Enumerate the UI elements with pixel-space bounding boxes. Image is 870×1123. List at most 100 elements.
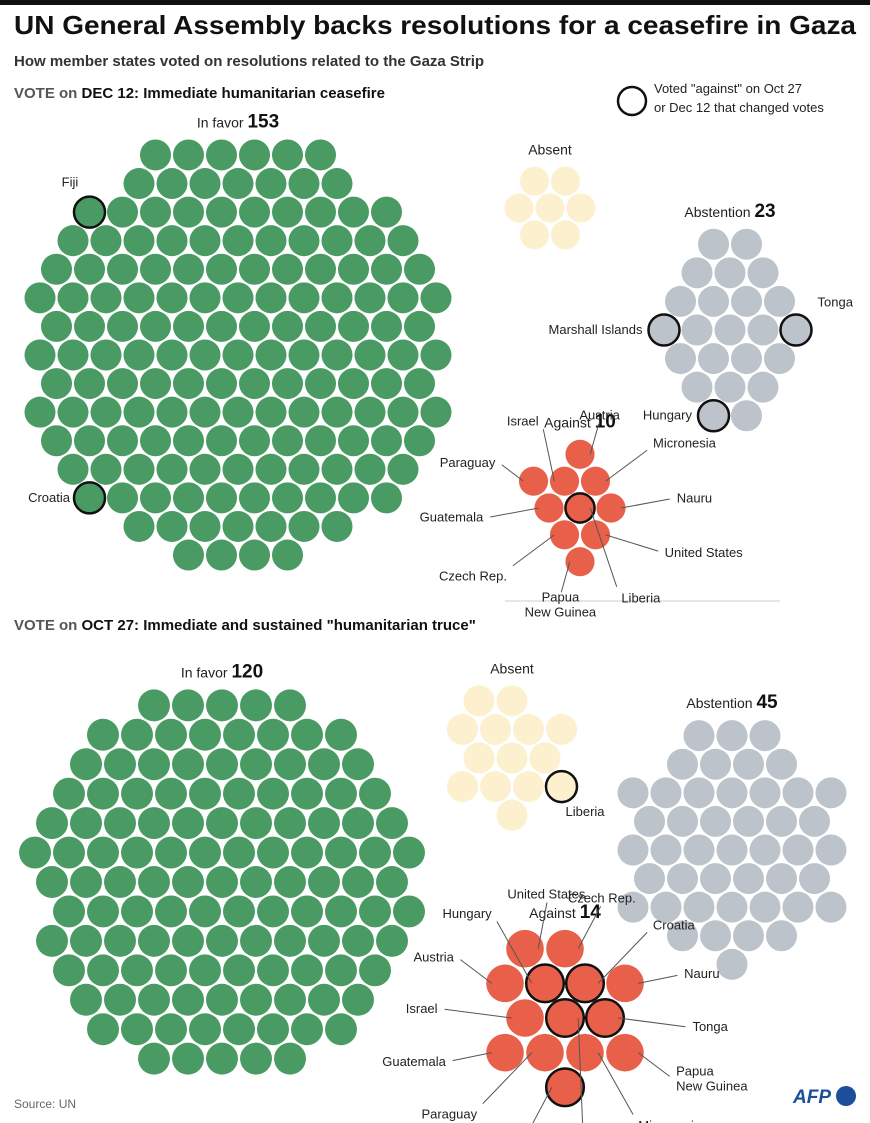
vote-dot [463,742,495,774]
vote-dot [106,253,139,285]
vote-dot [90,453,122,485]
vote-dot [730,285,763,317]
vote-dot [257,895,289,928]
vote-dot [815,891,847,923]
group-name: Absent [490,660,534,676]
vote-dot [274,866,306,898]
vote-dot [222,225,254,257]
group-name: Abstention [684,204,750,220]
vote-dot [238,482,271,514]
vote-dot [70,807,102,840]
vote-dot [121,1013,153,1046]
vote-dot [240,983,272,1016]
vote-dot [121,954,153,987]
vote-dot [337,196,370,228]
vote-dot [512,771,545,803]
vote-dot [308,924,340,957]
country-label: Hungary [643,408,693,423]
vote-dot [798,863,831,895]
vote-dot [172,983,204,1016]
vote-dot [534,493,564,523]
vote-dot [156,453,188,485]
vote-dot [156,225,188,257]
vote-dot [288,282,320,314]
group-label: Abstention 23 [684,201,775,222]
vote-dot [304,482,337,514]
country-label: Paraguay [440,455,496,470]
vote-dot [550,166,581,196]
vote-dot [123,396,155,428]
vote-dot [271,196,304,228]
vote-dot [633,805,666,837]
group-name: Abstention [686,695,752,711]
vote-dot [121,777,153,810]
vote-dot [223,954,255,987]
leader-line [501,464,524,482]
vote-dot [222,282,254,314]
vote-dot [155,954,187,987]
vote-dot [683,777,715,809]
vote-dot [257,954,289,987]
vote-dot [683,720,715,752]
vote-dot [387,225,419,257]
vote-dot [138,748,170,781]
vote-dot [73,253,106,285]
vote-dot [683,834,715,866]
vote-dot [138,983,170,1016]
vote-dot [342,748,374,781]
vote-dot [321,396,353,428]
vote-dot [206,983,238,1016]
vote-dot [403,425,436,457]
country-label: Hungary [443,906,493,921]
vote-dot [496,685,528,717]
leader-line [597,1052,634,1115]
vote-dot [40,310,73,342]
vote-dot [138,689,170,722]
vote-dot [519,166,550,196]
vote-dot [370,425,403,457]
vote-dot [506,999,544,1037]
vote-dot [354,225,386,257]
vote-dot [106,425,139,457]
vote-dot [617,834,649,866]
group-name: Absent [528,142,572,158]
vote-dot [749,777,781,809]
vote-dot [90,339,122,371]
vote-dot [121,895,153,928]
vote-dot [189,954,221,987]
leader-line [589,423,600,455]
source: Source: UN [14,1097,76,1111]
vote-dot [240,807,272,840]
vote-dot [549,466,580,496]
vote-dot [749,834,781,866]
vote-dot [73,368,106,400]
vote-dot [238,310,271,342]
country-label: Israel [406,1001,438,1016]
vote-dot [387,453,419,485]
vote-dot [238,425,271,457]
vote-dot [222,396,254,428]
country-label: Guatemala [420,509,484,524]
vote-dot [304,310,337,342]
leader-line [537,902,548,949]
group-label: Absent [490,660,534,676]
country-label: Papua New Guinea [676,1063,748,1093]
vote-dot [106,310,139,342]
vote-dot [172,368,205,400]
leader-line [618,1017,686,1028]
vote-dot [606,1033,644,1072]
vote-dot [549,520,580,550]
vote-dot [325,1013,357,1046]
vote-dot [257,836,289,869]
vote-dot [189,396,221,428]
vote-dot [765,863,798,895]
vote-dot [325,895,357,928]
vote-dot [223,777,255,810]
vote-dot [354,339,386,371]
vote-dot [697,285,730,317]
vote-dot [699,805,732,837]
vote-dot [321,453,353,485]
vote-dot [337,425,370,457]
vote-dot [57,339,89,371]
vote-dot [271,310,304,342]
